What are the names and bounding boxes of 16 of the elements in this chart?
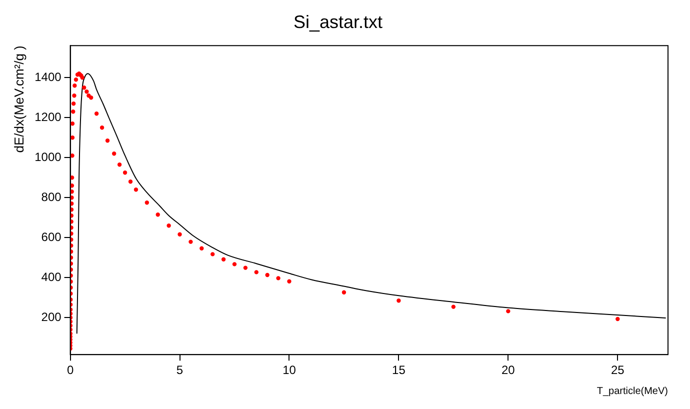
x-tick-label: 20 — [501, 363, 516, 378]
x-tick-label: 25 — [610, 363, 625, 378]
x-tick-label: 5 — [176, 363, 184, 378]
y-tick-label: 600 — [41, 230, 62, 244]
y-tick-label: 1200 — [34, 110, 62, 124]
x-axis-title: T_particle(MeV) — [596, 386, 668, 397]
y-tick-label: 200 — [41, 310, 62, 324]
y-tick-label: 400 — [41, 270, 62, 284]
y-tick-label: 800 — [41, 190, 62, 204]
y-axis-title: dE/dx(MeV.cm²/g ) — [11, 46, 26, 153]
x-tick-label: 0 — [66, 363, 74, 378]
y-tick-label: 1000 — [34, 150, 62, 164]
x-tick-label: 10 — [282, 363, 296, 378]
x-tick-label: 15 — [392, 363, 406, 378]
y-tick-label: 1400 — [34, 70, 62, 84]
chart-title: Si_astar.txt — [293, 12, 383, 32]
